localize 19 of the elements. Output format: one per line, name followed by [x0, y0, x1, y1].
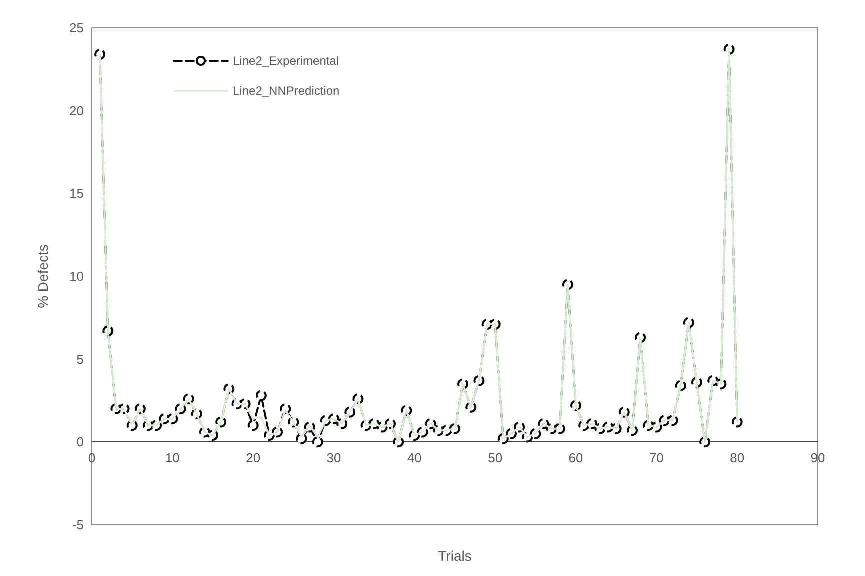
legend-label: Line2_NNPrediction	[233, 84, 340, 98]
x-tick-label: 80	[730, 450, 745, 466]
x-tick-label: 70	[649, 450, 664, 466]
x-tick-label: 40	[407, 450, 422, 466]
y-tick-label: -5	[72, 518, 84, 532]
y-tick-label: 20	[70, 103, 84, 118]
y-tick-label: 0	[76, 434, 84, 450]
y-tick-label: 25	[70, 20, 84, 36]
y-tick-label: 15	[70, 186, 84, 202]
y-tick-label: 5	[76, 352, 84, 367]
x-tick-label: 50	[488, 450, 503, 466]
x-tick-label: 10	[165, 450, 180, 466]
x-tick-label: 20	[246, 450, 261, 466]
x-tick-label: 30	[326, 450, 342, 466]
legend-label: Line2_Experimental	[233, 54, 340, 68]
y-axis-title: % Defects	[35, 244, 51, 308]
x-axis-title: Trials	[438, 548, 472, 564]
x-tick-label: 60	[568, 450, 584, 466]
y-tick-label: 10	[70, 269, 84, 284]
